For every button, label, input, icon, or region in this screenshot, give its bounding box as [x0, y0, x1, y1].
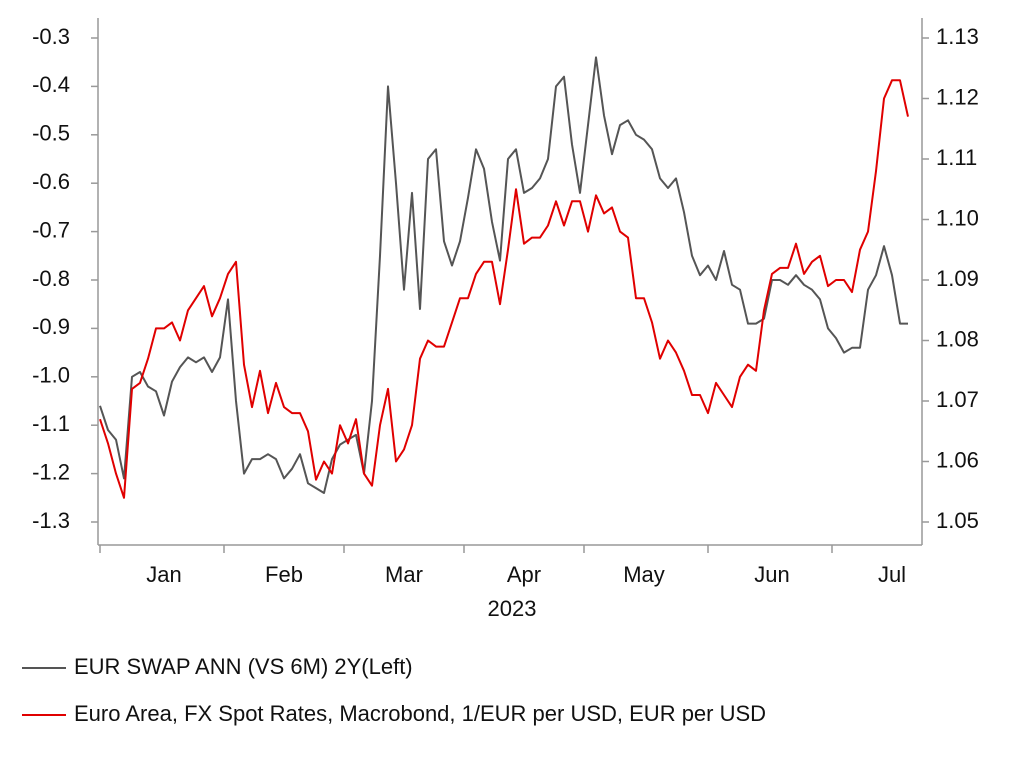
- y-tick-label: 1.10: [936, 205, 979, 230]
- legend-label: EUR SWAP ANN (VS 6M) 2Y(Left): [74, 654, 413, 679]
- x-tick-label: Jan: [146, 562, 181, 587]
- y-tick-label: -1.2: [32, 459, 70, 484]
- y-tick-label: 1.07: [936, 387, 979, 412]
- y-tick-label: 1.06: [936, 447, 979, 472]
- y-tick-label: 1.08: [936, 326, 979, 351]
- x-tick-label: Apr: [507, 562, 541, 587]
- x-tick-label: Jun: [754, 562, 789, 587]
- y-tick-label: -0.9: [32, 314, 70, 339]
- y-tick-label: 1.11: [936, 145, 977, 170]
- y-tick-label: -0.6: [32, 169, 70, 194]
- y-tick-label: -0.7: [32, 217, 70, 242]
- y-tick-label: 1.12: [936, 84, 979, 109]
- x-tick-label: Feb: [265, 562, 303, 587]
- y-tick-label: 1.13: [936, 24, 979, 49]
- y-tick-label: -0.5: [32, 121, 70, 146]
- y-tick-label: -0.3: [32, 24, 70, 49]
- y-tick-label: -0.8: [32, 266, 70, 291]
- y-tick-label: 1.09: [936, 266, 979, 291]
- y-tick-label: -1.3: [32, 508, 70, 533]
- series-line: [99, 79, 909, 499]
- y-tick-label: -1.1: [32, 411, 70, 436]
- x-tick-label: Mar: [385, 562, 423, 587]
- x-tick-label: May: [623, 562, 665, 587]
- x-axis-label: 2023: [488, 596, 537, 621]
- series-line: [99, 56, 908, 494]
- y-tick-label: -1.0: [32, 363, 70, 388]
- legend-label: Euro Area, FX Spot Rates, Macrobond, 1/E…: [74, 701, 766, 726]
- y-tick-label: 1.05: [936, 508, 979, 533]
- y-tick-label: -0.4: [32, 72, 70, 97]
- x-tick-label: Jul: [878, 562, 906, 587]
